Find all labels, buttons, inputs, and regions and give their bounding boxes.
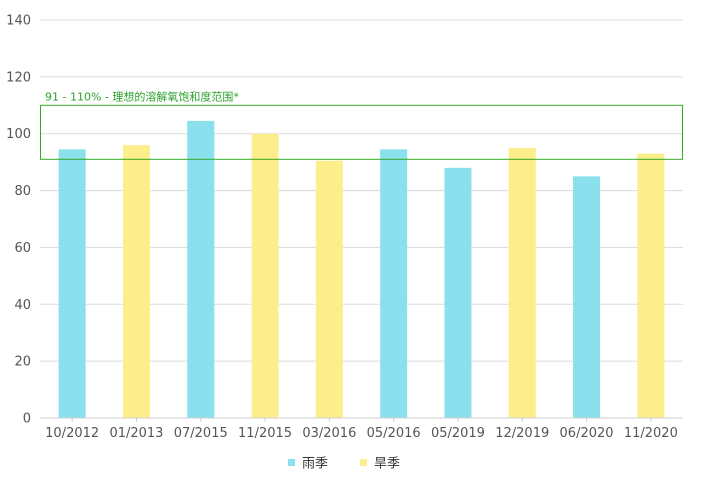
legend-label: 雨季	[302, 457, 328, 472]
x-tick-label: 12/2019	[495, 426, 549, 441]
y-tick-label: 60	[14, 241, 31, 256]
bar	[380, 149, 408, 418]
bars	[58, 120, 665, 419]
x-tick-label: 07/2015	[174, 426, 228, 441]
bar	[508, 147, 536, 418]
y-tick-label: 140	[6, 14, 31, 29]
legend: 雨季 旱季	[288, 457, 400, 472]
y-tick-label: 100	[6, 127, 31, 142]
x-tick-label: 10/2012	[45, 426, 99, 441]
legend-swatch	[360, 459, 367, 466]
bar	[444, 167, 472, 418]
ideal-range-band: 91 - 110% - 理想的溶解氧饱和度范围*	[40, 89, 683, 160]
ideal-range-rect	[40, 104, 683, 160]
bar	[122, 145, 150, 418]
y-tick-label: 0	[23, 412, 31, 427]
y-tick-label: 40	[14, 298, 31, 313]
bar	[187, 120, 215, 419]
x-tick-label: 05/2016	[367, 426, 421, 441]
legend-label: 旱季	[374, 457, 400, 472]
legend-swatch	[288, 459, 295, 466]
x-tick-label: 11/2015	[238, 426, 292, 441]
x-tick-label: 06/2020	[560, 426, 614, 441]
x-axis: 10/2012 01/2013 07/2015 11/2015 03/2016 05/20…	[40, 417, 683, 441]
y-tick-label: 80	[14, 184, 31, 199]
y-tick-label: 20	[14, 355, 31, 370]
y-tick-label: 120	[6, 70, 31, 85]
bar	[315, 160, 343, 418]
bar	[637, 153, 665, 419]
x-tick-label: 03/2016	[302, 426, 356, 441]
x-tick-label: 01/2013	[109, 426, 163, 441]
x-tick-label: 11/2020	[624, 426, 678, 441]
y-axis: 0 20 40 60 80 100 120 140	[6, 14, 31, 427]
x-tick-label: 05/2019	[431, 426, 485, 441]
bar	[58, 149, 86, 418]
bar	[573, 176, 601, 418]
ideal-range-label: 91 - 110% - 理想的溶解氧饱和度范围*	[45, 89, 239, 103]
bar	[251, 133, 279, 418]
